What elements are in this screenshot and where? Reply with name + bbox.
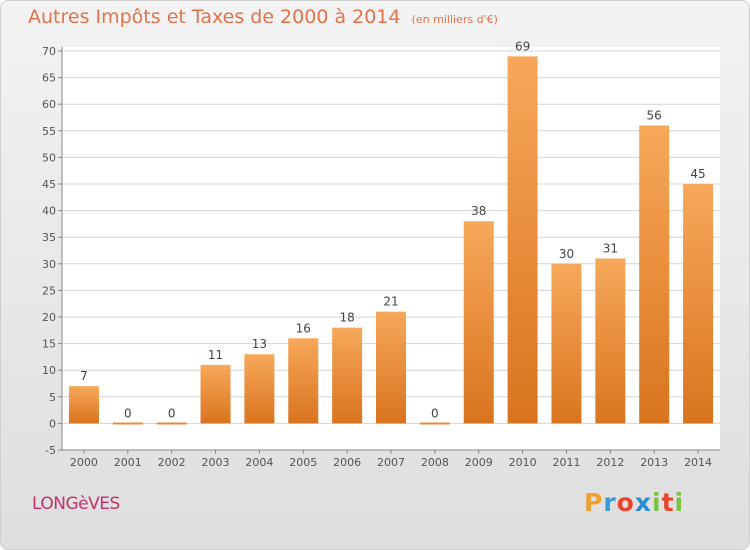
data-label: 16 [296, 321, 311, 335]
y-tick-label: 25 [42, 284, 56, 297]
y-tick-label: 70 [42, 45, 56, 58]
x-tick-label: 2012 [596, 456, 624, 469]
x-tick-label: 2008 [421, 456, 449, 469]
bar-2011 [551, 263, 582, 424]
y-tick-label: 20 [42, 311, 56, 324]
x-tick-label: 2007 [377, 456, 405, 469]
data-label: 7 [80, 369, 88, 383]
brand-logo: Proxiti [584, 488, 684, 517]
data-label: 31 [603, 241, 618, 255]
x-tick-label: 2006 [333, 456, 361, 469]
brand-letter: t [661, 488, 675, 517]
brand-letter: P [584, 488, 604, 517]
y-tick-label: 55 [42, 125, 56, 138]
y-tick-label: 50 [42, 151, 56, 164]
bar-2010 [507, 56, 538, 424]
title-unit: (en milliers d'€) [411, 13, 498, 26]
y-tick-label: 5 [49, 391, 56, 404]
y-tick-label: 30 [42, 258, 56, 271]
x-tick-label: 2004 [245, 456, 273, 469]
brand-letter: i [652, 488, 662, 517]
bar-2012 [595, 258, 626, 424]
x-tick-label: 2005 [289, 456, 317, 469]
x-tick-label: 2009 [465, 456, 493, 469]
y-tick-label: 35 [42, 231, 56, 244]
place-name: LONGèVES [32, 494, 120, 514]
brand-letter: i [674, 488, 685, 517]
bar-2005 [288, 338, 319, 424]
data-label: 69 [515, 39, 530, 53]
bar-2000 [68, 386, 99, 424]
data-label: 13 [252, 337, 267, 351]
bar-2008 [419, 422, 450, 425]
brand-letter: o [616, 488, 635, 517]
x-tick-label: 2003 [202, 456, 230, 469]
data-label: 38 [471, 204, 486, 218]
bar-2013 [639, 125, 670, 424]
bar-2006 [332, 327, 363, 424]
data-label: 0 [124, 406, 132, 420]
x-tick-label: 2010 [509, 456, 537, 469]
data-label: 18 [339, 311, 354, 325]
x-tick-label: 2001 [114, 456, 142, 469]
data-label: 45 [690, 167, 705, 181]
y-tick-label: 10 [42, 364, 56, 377]
chart-title: Autres Impôts et Taxes de 2000 à 2014 (e… [28, 6, 498, 32]
title-main: Autres Impôts et Taxes de 2000 à 2014 [28, 6, 401, 28]
data-label: 21 [383, 295, 398, 309]
x-tick-label: 2014 [684, 456, 712, 469]
y-tick-label: -5 [45, 444, 56, 457]
x-tick-label: 2000 [70, 456, 98, 469]
y-tick-label: 0 [49, 417, 56, 430]
bar-2014 [683, 184, 714, 424]
brand-letter: x [634, 488, 652, 517]
bar-2003 [200, 364, 231, 424]
bar-2009 [463, 221, 494, 424]
data-label: 11 [208, 348, 223, 362]
y-tick-label: 45 [42, 178, 56, 191]
bar-2002 [156, 422, 187, 425]
bar-2004 [244, 354, 275, 424]
x-tick-label: 2002 [158, 456, 186, 469]
y-tick-label: 15 [42, 338, 56, 351]
data-label: 30 [559, 247, 574, 261]
y-tick-label: 40 [42, 205, 56, 218]
bar-2001 [112, 422, 143, 425]
data-label: 0 [168, 406, 176, 420]
y-tick-label: 60 [42, 98, 56, 111]
data-label: 56 [647, 108, 662, 122]
data-label: 0 [431, 406, 439, 420]
x-tick-label: 2011 [552, 456, 580, 469]
brand-letter: r [603, 488, 617, 517]
x-tick-label: 2013 [640, 456, 668, 469]
y-tick-label: 65 [42, 72, 56, 85]
bar-2007 [376, 311, 406, 424]
